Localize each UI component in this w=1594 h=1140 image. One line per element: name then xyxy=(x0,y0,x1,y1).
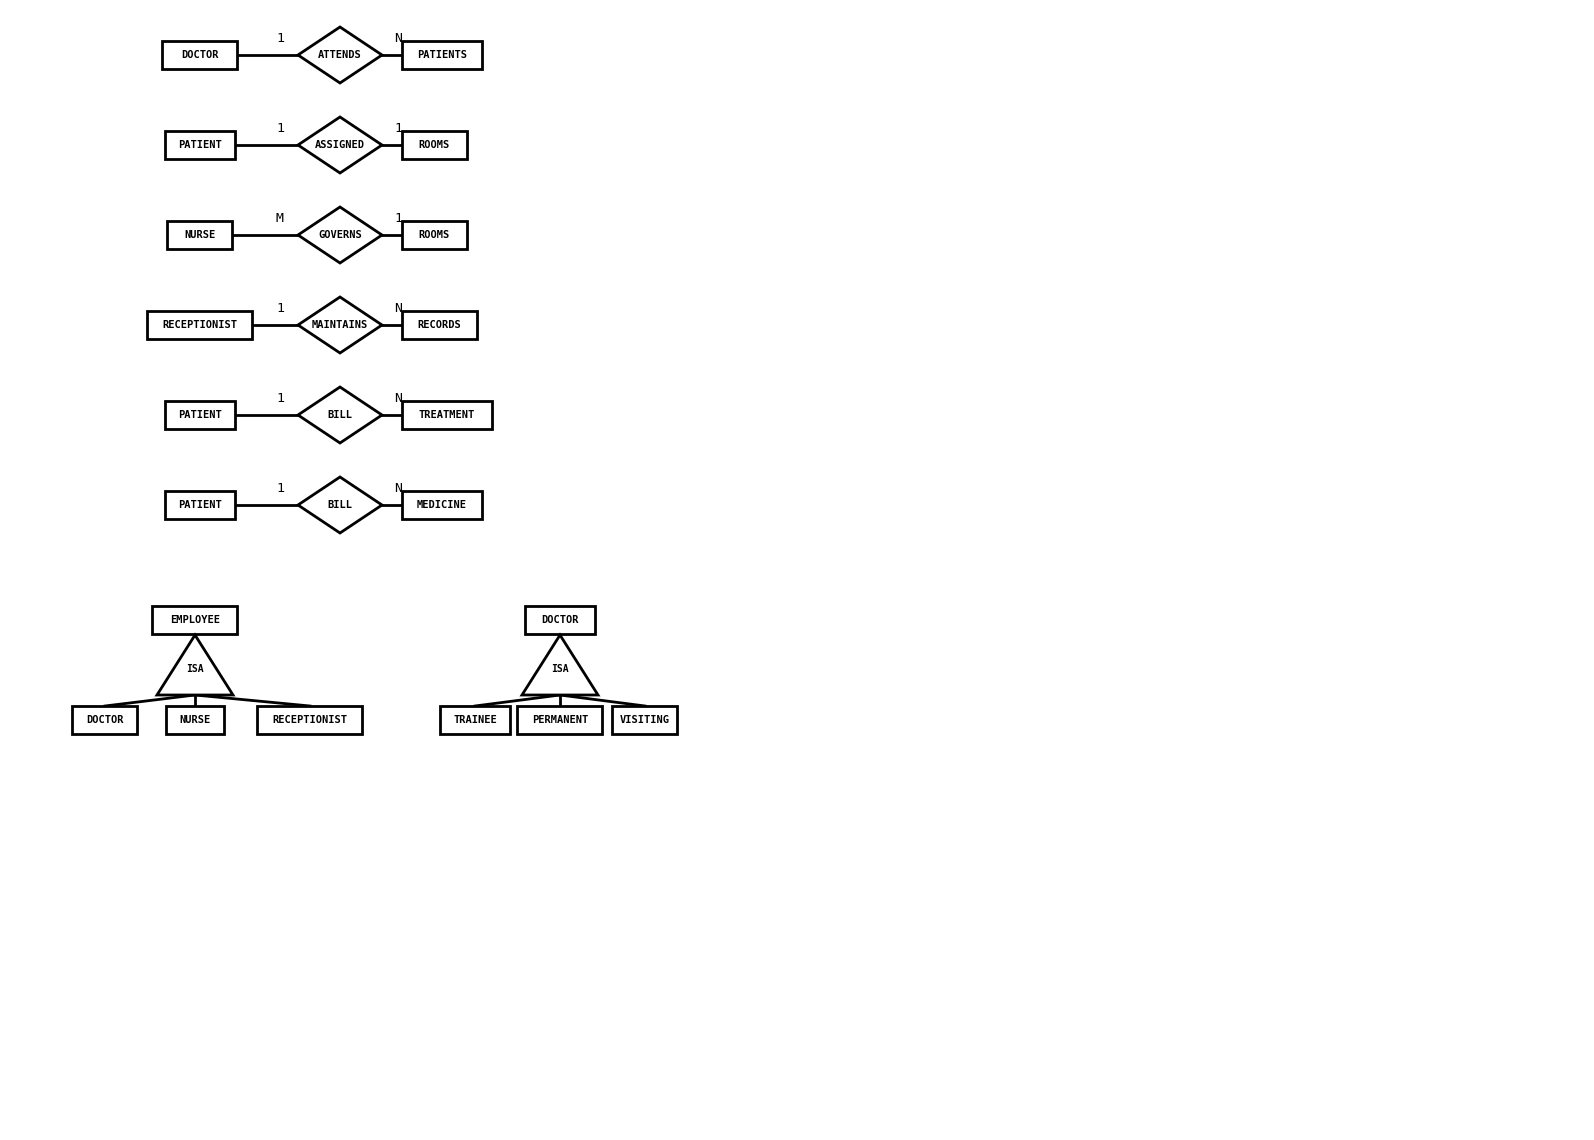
FancyBboxPatch shape xyxy=(612,706,677,734)
Polygon shape xyxy=(298,117,383,173)
Polygon shape xyxy=(298,27,383,83)
FancyBboxPatch shape xyxy=(402,221,467,249)
Text: TRAINEE: TRAINEE xyxy=(453,715,497,725)
FancyBboxPatch shape xyxy=(402,491,481,519)
Text: 1: 1 xyxy=(276,122,284,135)
FancyBboxPatch shape xyxy=(518,706,603,734)
FancyBboxPatch shape xyxy=(148,311,252,339)
Text: N: N xyxy=(394,392,402,405)
Text: DOCTOR: DOCTOR xyxy=(86,715,124,725)
Text: BILL: BILL xyxy=(327,410,352,420)
Text: ROOMS: ROOMS xyxy=(419,230,450,241)
FancyBboxPatch shape xyxy=(402,311,477,339)
Text: NURSE: NURSE xyxy=(185,230,215,241)
Text: ATTENDS: ATTENDS xyxy=(319,50,362,60)
Polygon shape xyxy=(298,207,383,263)
Text: RECEPTIONIST: RECEPTIONIST xyxy=(163,320,238,329)
Text: 1: 1 xyxy=(276,392,284,405)
Text: ASSIGNED: ASSIGNED xyxy=(316,140,365,150)
Text: NURSE: NURSE xyxy=(180,715,210,725)
FancyBboxPatch shape xyxy=(153,606,238,634)
Polygon shape xyxy=(298,386,383,443)
Text: ISA: ISA xyxy=(186,665,204,675)
FancyBboxPatch shape xyxy=(166,706,225,734)
Text: BILL: BILL xyxy=(327,500,352,510)
Text: EMPLOYEE: EMPLOYEE xyxy=(171,614,220,625)
FancyBboxPatch shape xyxy=(258,706,362,734)
Text: DOCTOR: DOCTOR xyxy=(542,614,579,625)
Polygon shape xyxy=(298,477,383,534)
FancyBboxPatch shape xyxy=(163,41,238,70)
Text: N: N xyxy=(394,482,402,495)
FancyBboxPatch shape xyxy=(166,491,234,519)
Text: N: N xyxy=(394,32,402,44)
Text: MAINTAINS: MAINTAINS xyxy=(312,320,368,329)
Text: 1: 1 xyxy=(394,122,402,135)
Text: M: M xyxy=(276,212,284,225)
Text: PATIENT: PATIENT xyxy=(179,500,222,510)
Text: DOCTOR: DOCTOR xyxy=(182,50,218,60)
Text: GOVERNS: GOVERNS xyxy=(319,230,362,241)
Text: RECORDS: RECORDS xyxy=(418,320,461,329)
FancyBboxPatch shape xyxy=(402,41,481,70)
Text: PATIENT: PATIENT xyxy=(179,140,222,150)
FancyBboxPatch shape xyxy=(402,401,493,429)
Text: ROOMS: ROOMS xyxy=(419,140,450,150)
Text: TREATMENT: TREATMENT xyxy=(419,410,475,420)
FancyBboxPatch shape xyxy=(167,221,233,249)
Text: ISA: ISA xyxy=(552,665,569,675)
Text: VISITING: VISITING xyxy=(620,715,669,725)
Polygon shape xyxy=(156,635,233,695)
FancyBboxPatch shape xyxy=(440,706,510,734)
Text: PATIENT: PATIENT xyxy=(179,410,222,420)
FancyBboxPatch shape xyxy=(402,131,467,158)
Text: PERMANENT: PERMANENT xyxy=(532,715,588,725)
Text: N: N xyxy=(394,302,402,315)
Text: 1: 1 xyxy=(276,302,284,315)
FancyBboxPatch shape xyxy=(166,131,234,158)
FancyBboxPatch shape xyxy=(166,401,234,429)
Polygon shape xyxy=(521,635,598,695)
Text: 1: 1 xyxy=(394,212,402,225)
Text: RECEPTIONIST: RECEPTIONIST xyxy=(273,715,347,725)
Text: PATIENTS: PATIENTS xyxy=(418,50,467,60)
FancyBboxPatch shape xyxy=(72,706,137,734)
Text: 1: 1 xyxy=(276,32,284,44)
Text: 1: 1 xyxy=(276,482,284,495)
FancyBboxPatch shape xyxy=(524,606,595,634)
Text: MEDICINE: MEDICINE xyxy=(418,500,467,510)
Polygon shape xyxy=(298,298,383,353)
